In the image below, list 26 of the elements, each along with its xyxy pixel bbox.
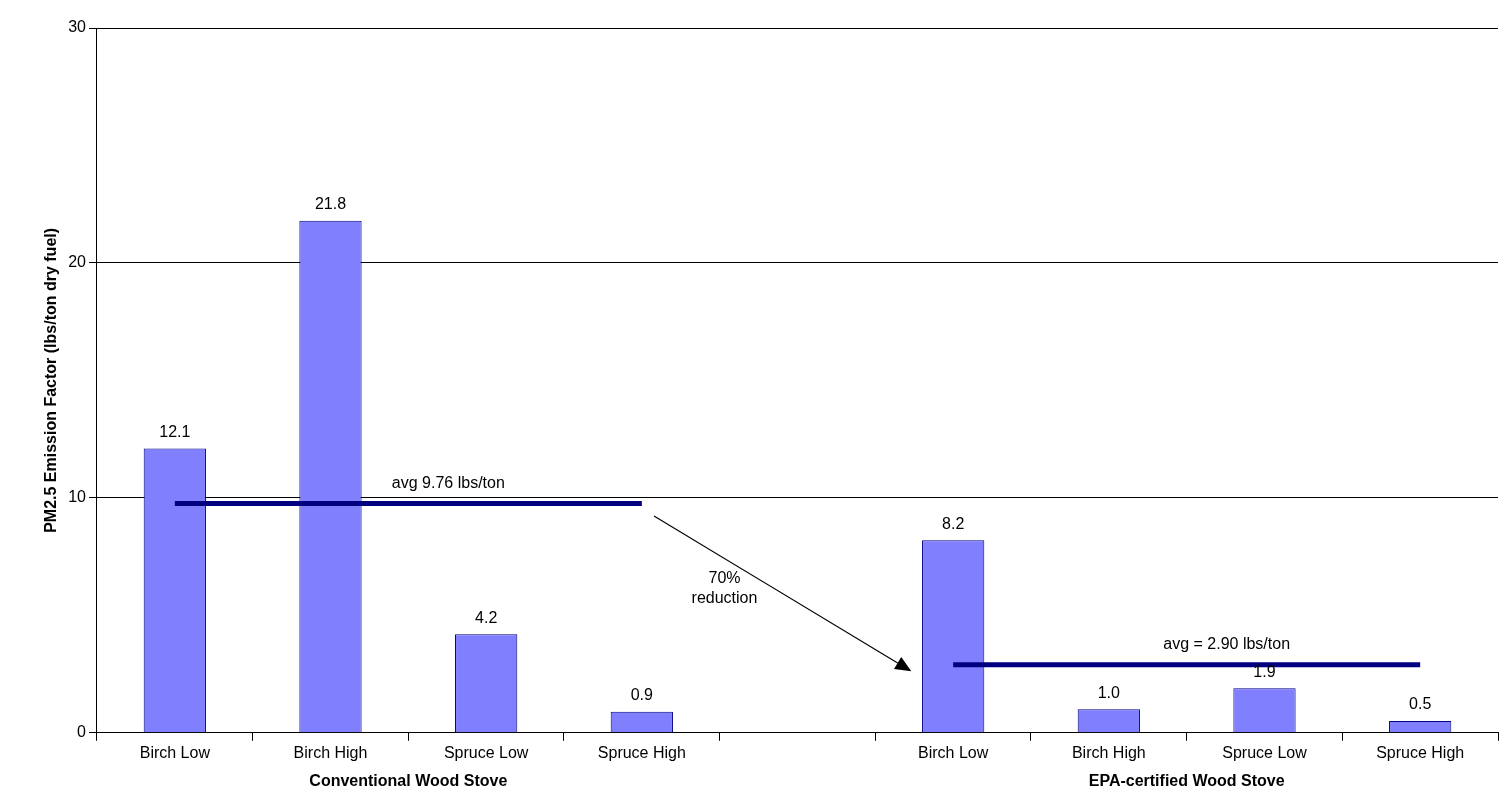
annotation: 70% reduction [691,569,758,607]
data-label: 0.9 [630,686,654,704]
x-tick-label: Birch Low [918,743,989,761]
annotation: avg = 2.90 lbs/ton [1163,635,1291,653]
x-tick-label: Birch Low [139,743,211,761]
x-tick-label: Spruce High [597,743,686,761]
data-label: 4.2 [475,608,498,626]
y-axis-title: PM2.5 Emission Factor (lbs/ton dry fuel) [42,227,60,533]
x-tick-label: Spruce Low [1222,743,1308,761]
x-tick-label: Spruce High [1376,743,1465,761]
y-tick-label: 10 [68,488,87,506]
x-tick-label: Birch High [293,743,368,761]
annotation: avg 9.76 lbs/ton [391,473,505,491]
x-tick-label: Spruce Low [443,743,529,761]
text: EPA-certified Wood Stove [1088,772,1285,790]
data-label: 12.1 [159,422,191,440]
data-label: 0.5 [1409,695,1432,713]
data-label: 21.8 [314,195,347,213]
text: Conventional Wood Stove [309,772,508,790]
y-tick-label: 30 [68,18,87,36]
x-tick-label: Birch High [1071,743,1146,761]
data-label: 1.0 [1097,683,1121,701]
y-tick-label: 0 [77,723,87,741]
data-label: 1.9 [1253,662,1276,680]
data-label: 8.2 [942,514,965,532]
y-tick-label: 20 [68,253,87,271]
